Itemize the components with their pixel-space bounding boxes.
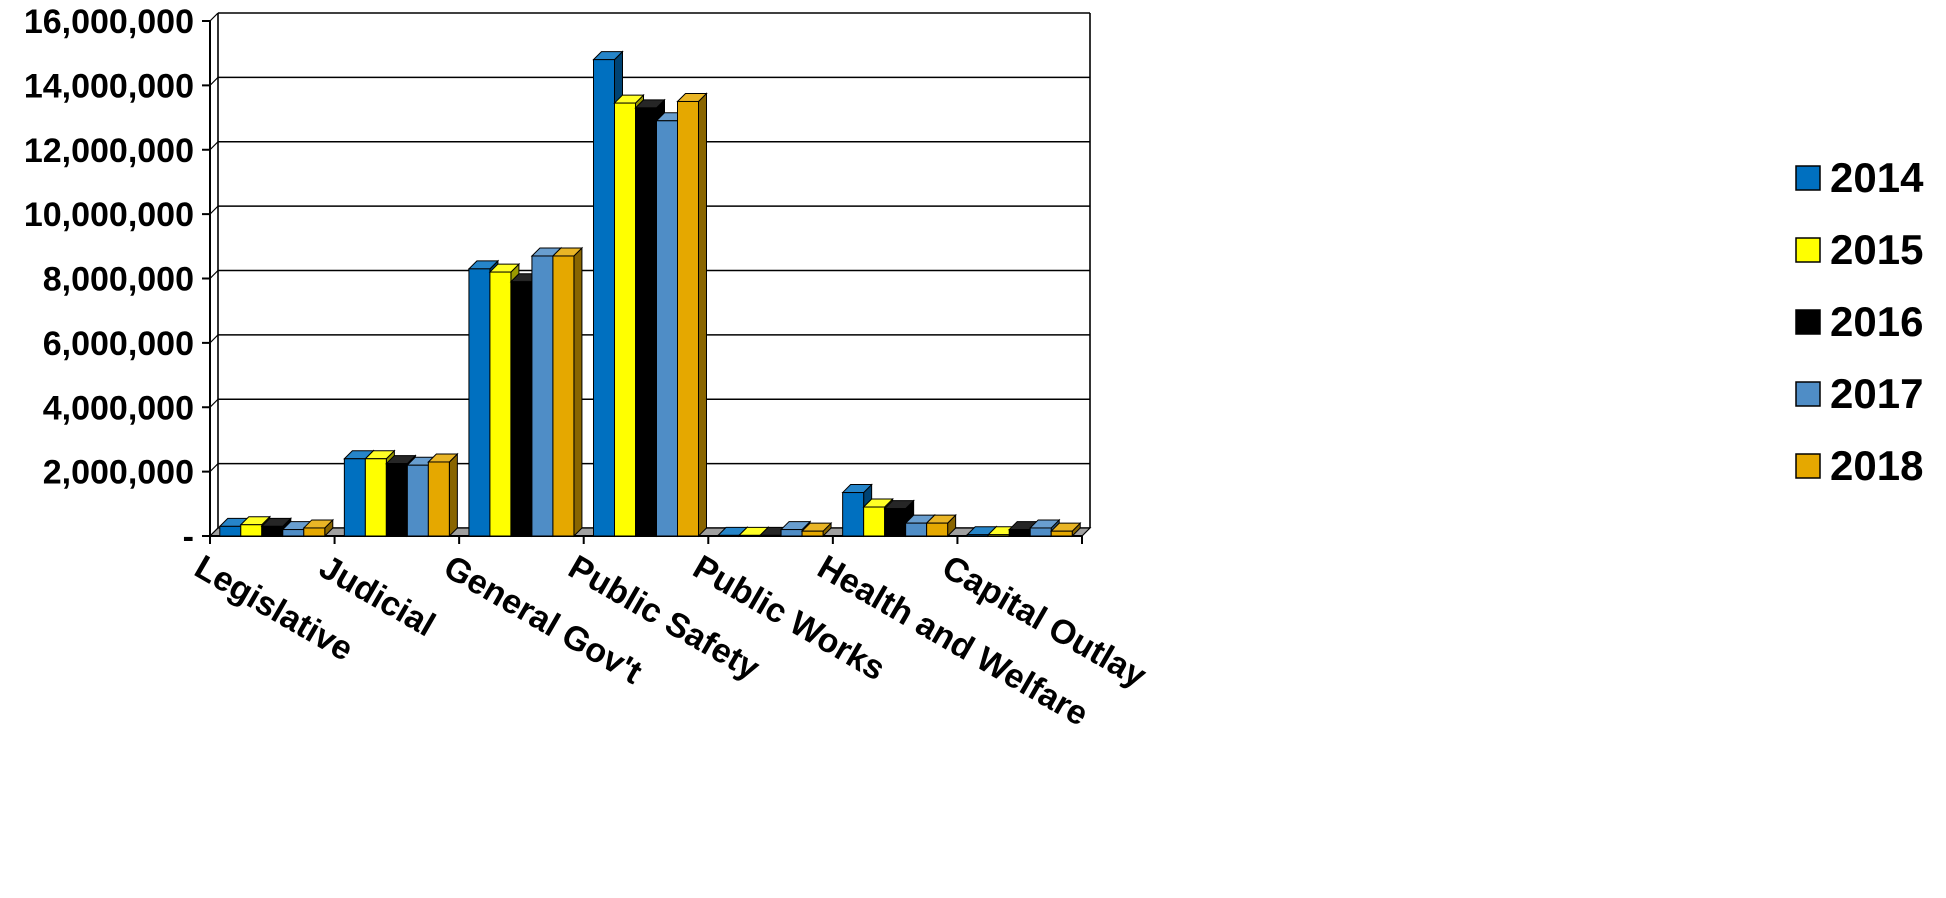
- bar-front: [717, 534, 740, 537]
- y-tick-label: 6,000,000: [43, 325, 194, 363]
- bar-front: [261, 525, 284, 537]
- y-tick-label: 12,000,000: [24, 132, 194, 170]
- bar-front: [759, 534, 782, 537]
- y-tick-label: -: [183, 518, 194, 556]
- bar-front: [614, 102, 636, 537]
- legend-item-2016: 2016: [1795, 298, 1923, 345]
- legend-label: 2015: [1830, 226, 1923, 273]
- bar-front: [987, 534, 1010, 537]
- bar-front: [905, 522, 928, 537]
- bar-front: [427, 461, 450, 537]
- bar-front: [385, 463, 408, 537]
- bar-side: [448, 452, 458, 538]
- bar-front: [635, 107, 657, 537]
- bar-front: [282, 529, 305, 537]
- bar-front: [593, 59, 615, 537]
- bar-front: [884, 508, 907, 537]
- bars: [218, 50, 1082, 538]
- bar-front: [468, 268, 491, 537]
- bar-front: [1050, 530, 1073, 537]
- legend-item-2017: 2017: [1795, 370, 1923, 417]
- y-tick-label: 14,000,000: [24, 67, 194, 105]
- legend: 2014 2015 2016 2017 2018: [1795, 154, 1924, 489]
- legend-item-2018: 2018: [1795, 442, 1923, 489]
- bar-front: [303, 527, 326, 537]
- y-tick-label: 4,000,000: [43, 389, 194, 427]
- legend-swatch: [1795, 237, 1821, 263]
- y-tick-labels: - 2,000,000 4,000,000 6,000,000 8,000,000 10,…: [24, 3, 194, 556]
- bar-front: [966, 534, 989, 537]
- legend-item-2014: 2014: [1795, 154, 1924, 201]
- bar-health-and-welfare-2018: [925, 513, 957, 538]
- side-wall-line: [209, 463, 219, 473]
- side-wall-line: [209, 334, 219, 344]
- bar-front: [510, 281, 533, 537]
- legend-item-2015: 2015: [1795, 226, 1923, 273]
- bar-front: [343, 458, 366, 537]
- side-wall-line: [209, 205, 219, 215]
- y-tick-label: 2,000,000: [43, 454, 194, 492]
- legend-label: 2018: [1830, 442, 1923, 489]
- legend-label: 2017: [1830, 370, 1923, 417]
- bar-front: [677, 100, 699, 537]
- bar-side: [573, 246, 583, 538]
- bar-judicial-2018: [427, 452, 459, 538]
- side-wall-line: [209, 12, 219, 22]
- bar-capital-outlay-2018: [1050, 521, 1082, 538]
- legend-swatch: [1795, 453, 1821, 479]
- bar-front: [1029, 527, 1052, 537]
- legend-swatch: [1795, 309, 1821, 335]
- bar-front: [926, 522, 949, 537]
- bar-public-works-2018: [800, 521, 833, 538]
- bar-front: [863, 506, 886, 537]
- bar-front: [489, 271, 512, 537]
- legend-label: 2014: [1830, 154, 1924, 201]
- bar-front: [1008, 529, 1031, 537]
- side-wall-line: [209, 398, 219, 408]
- legend-swatch: [1795, 165, 1821, 191]
- y-tick-label: 10,000,000: [24, 196, 194, 234]
- bar-side: [698, 92, 707, 538]
- side-wall-line: [209, 141, 219, 151]
- bar-legislative-2018: [302, 518, 334, 538]
- bar-general-gov-t-2018: [551, 246, 584, 538]
- bar-front: [364, 458, 387, 537]
- bar-front: [738, 534, 761, 537]
- bar-front: [780, 529, 803, 537]
- side-wall-line: [209, 76, 219, 86]
- bar-front: [656, 120, 678, 537]
- y-tick-label: 8,000,000: [43, 261, 194, 299]
- bar-public-safety-2018: [676, 92, 708, 538]
- bar-front: [219, 525, 242, 537]
- bar-front: [240, 524, 263, 537]
- legend-swatch: [1795, 381, 1821, 407]
- bar-front: [531, 255, 554, 537]
- legend-label: 2016: [1830, 298, 1923, 345]
- y-tick-label: 16,000,000: [24, 3, 194, 41]
- side-wall-line: [209, 270, 219, 279]
- bar-front: [842, 492, 865, 537]
- bar-front: [801, 530, 824, 537]
- bar-front: [552, 255, 575, 537]
- bar-front: [406, 464, 429, 537]
